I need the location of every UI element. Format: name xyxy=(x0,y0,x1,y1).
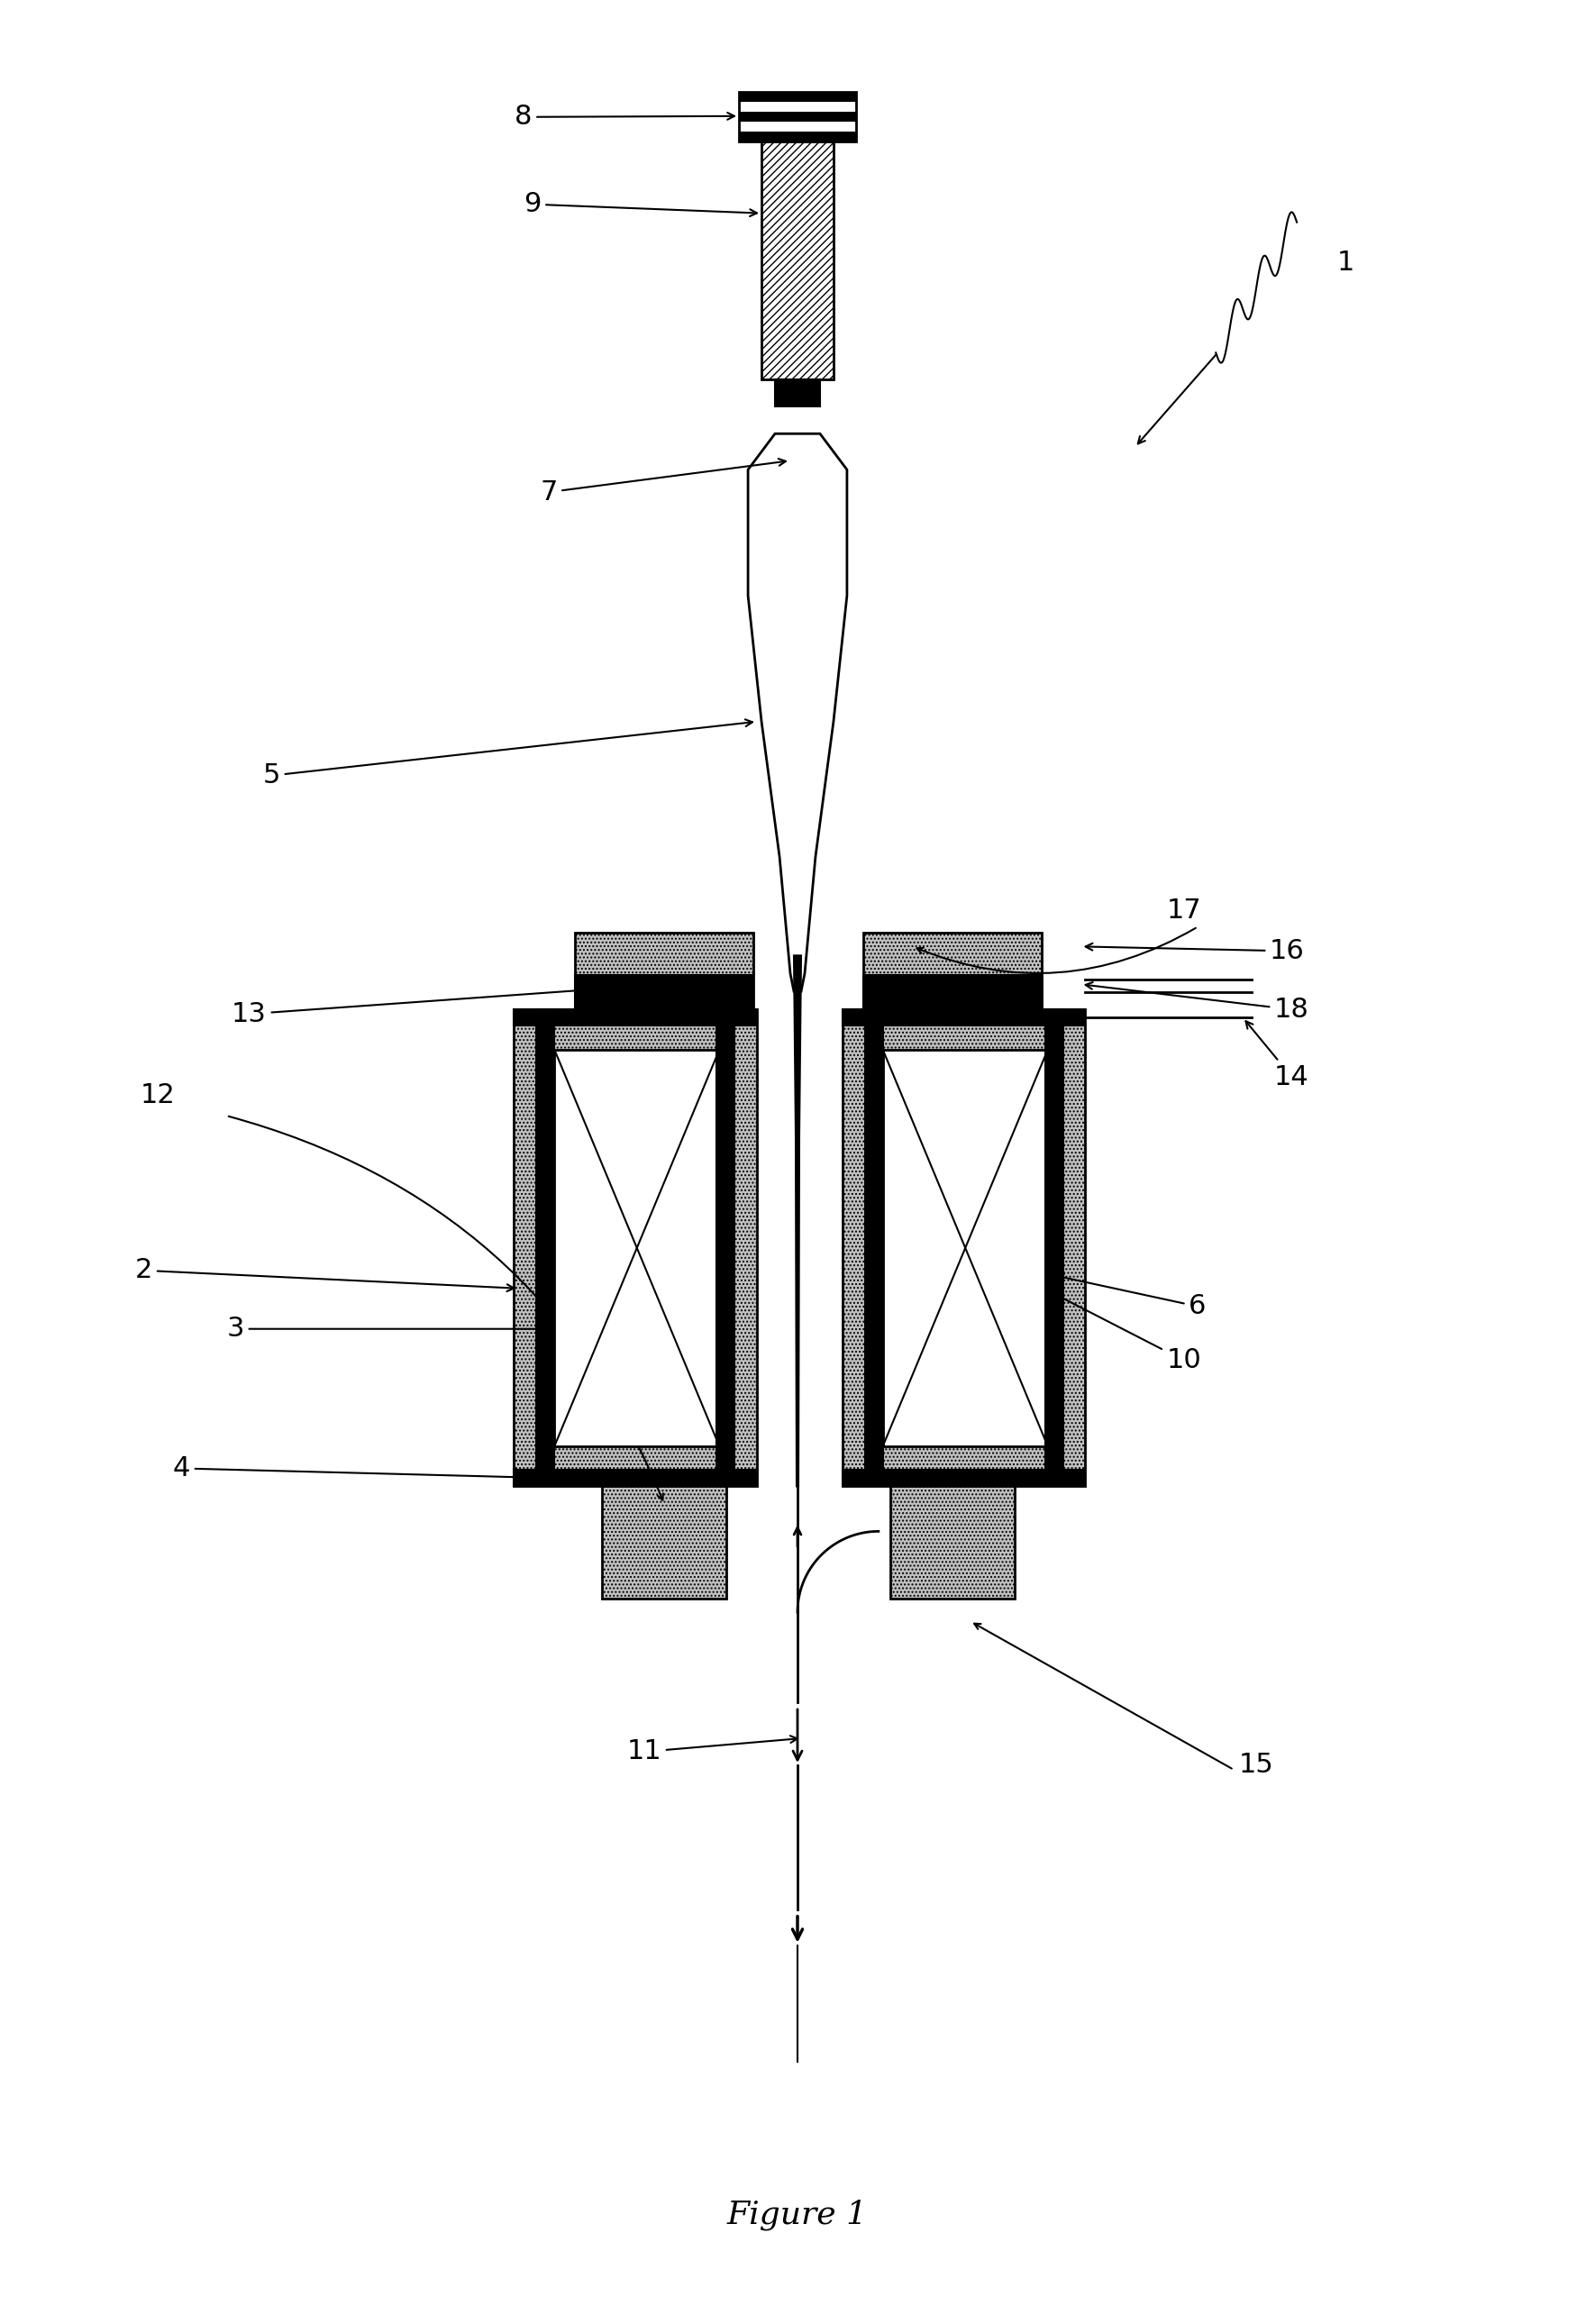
Bar xyxy=(514,1009,758,1487)
Text: 12: 12 xyxy=(140,1083,175,1109)
Bar xyxy=(738,121,857,132)
Text: 16: 16 xyxy=(1086,939,1305,964)
Bar xyxy=(738,91,857,102)
Text: 14: 14 xyxy=(1246,1020,1309,1090)
Text: 15: 15 xyxy=(1238,1752,1273,1778)
Text: 7: 7 xyxy=(539,458,786,504)
Text: 6: 6 xyxy=(1056,1274,1206,1320)
Polygon shape xyxy=(748,435,847,992)
Text: 3: 3 xyxy=(226,1315,557,1341)
Bar xyxy=(576,932,753,1009)
Text: 13: 13 xyxy=(231,981,660,1027)
Bar xyxy=(738,112,857,121)
Bar xyxy=(890,1487,1014,1599)
Bar xyxy=(842,1009,1086,1025)
Polygon shape xyxy=(794,955,801,1487)
Bar xyxy=(514,1009,758,1025)
Bar xyxy=(738,102,857,112)
Bar xyxy=(738,132,857,142)
Bar xyxy=(716,1009,735,1487)
Text: 10: 10 xyxy=(968,1250,1201,1373)
Bar xyxy=(842,1471,1086,1487)
Bar xyxy=(864,1009,884,1487)
Text: 9: 9 xyxy=(523,191,758,218)
Text: 4: 4 xyxy=(172,1455,555,1480)
Bar xyxy=(576,976,753,1009)
Text: 8: 8 xyxy=(515,105,734,130)
Bar xyxy=(842,1009,1086,1487)
Text: 2: 2 xyxy=(136,1257,514,1292)
Bar xyxy=(738,91,857,142)
Bar xyxy=(555,1050,719,1446)
Bar xyxy=(863,932,1042,1009)
Text: 18: 18 xyxy=(1086,983,1309,1023)
Text: 11: 11 xyxy=(627,1736,798,1764)
Bar xyxy=(1045,1009,1062,1487)
Bar xyxy=(884,1050,1048,1446)
Bar xyxy=(603,1487,726,1599)
Text: 1: 1 xyxy=(1337,249,1354,277)
Bar xyxy=(775,379,820,407)
Bar xyxy=(514,1471,758,1487)
Bar xyxy=(536,1009,555,1487)
Bar xyxy=(761,142,834,379)
Bar xyxy=(863,976,1042,1009)
Text: Figure 1: Figure 1 xyxy=(727,2199,868,2231)
Text: 17: 17 xyxy=(1166,897,1201,923)
Text: 5: 5 xyxy=(263,720,753,788)
